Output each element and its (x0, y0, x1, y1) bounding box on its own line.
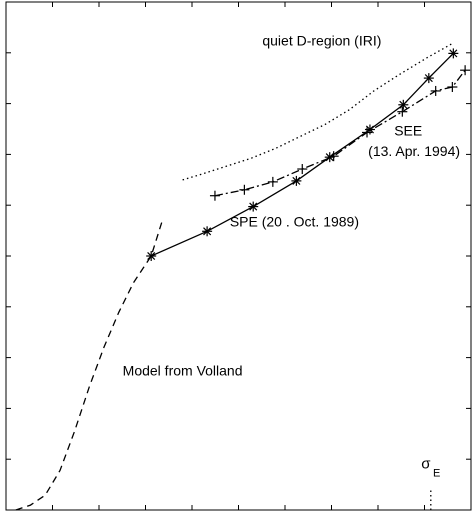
series-3-line (15, 218, 164, 511)
series-2-point (423, 73, 434, 84)
series-2-point (448, 48, 459, 59)
series-2-point (364, 124, 375, 135)
series-layer (15, 42, 466, 511)
series-2-point (398, 99, 409, 110)
series-1-point (209, 190, 220, 201)
series-1-point (447, 81, 458, 92)
series-2-point (291, 175, 302, 186)
annotation-label: SPE (20 . Oct. 1989) (230, 213, 359, 229)
series-2-point (146, 251, 157, 261)
series-1-point (460, 65, 471, 76)
series-2-point (248, 201, 259, 212)
series-1-point (430, 85, 441, 96)
chart-axes (5, 1, 472, 511)
annotation-layer: quiet D-region (IRI) SEE (13. Apr. 1994) SP… (123, 32, 460, 479)
series-1-line (214, 69, 466, 197)
annotation-label: E (433, 467, 440, 479)
series-2-point (202, 226, 213, 237)
annotation-label: (13. Apr. 1994) (368, 143, 460, 159)
series-1-point (297, 164, 308, 175)
annotation-label: SEE (394, 122, 422, 138)
series-1-point (239, 184, 250, 195)
annotation-label: quiet D-region (IRI) (262, 32, 381, 48)
series-1-point (397, 106, 408, 117)
series-1-point (267, 176, 278, 187)
annotation-label: Model from Volland (123, 363, 243, 379)
annotation-label: σ (421, 455, 431, 472)
series-2-point (324, 152, 335, 163)
plot-frame (5, 1, 472, 511)
marker-layer (146, 48, 471, 261)
series-0-line (182, 42, 453, 181)
